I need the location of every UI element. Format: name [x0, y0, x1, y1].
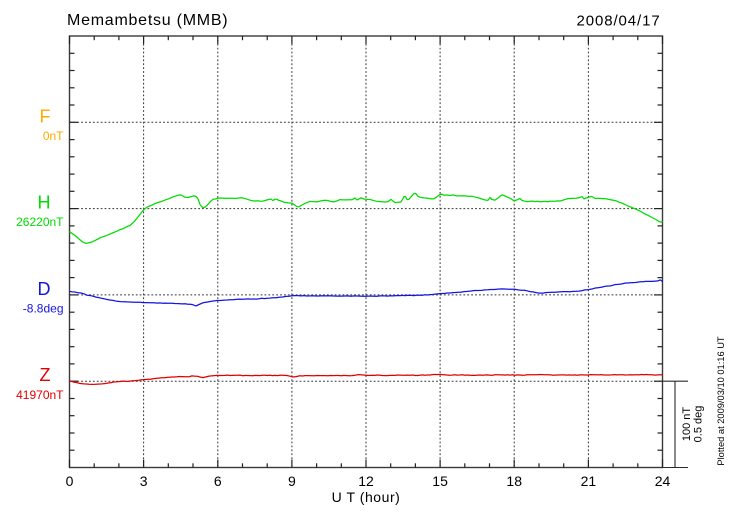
- svg-text:U T (hour): U T (hour): [332, 489, 401, 505]
- svg-text:F: F: [40, 106, 51, 126]
- svg-text:9: 9: [288, 473, 296, 489]
- svg-text:6: 6: [214, 473, 222, 489]
- svg-text:12: 12: [358, 473, 374, 489]
- svg-text:100 nT: 100 nT: [681, 407, 693, 442]
- svg-text:H: H: [38, 193, 51, 213]
- svg-text:41970nT: 41970nT: [16, 388, 64, 402]
- svg-text:Z: Z: [40, 365, 51, 385]
- svg-text:2008/04/17: 2008/04/17: [577, 13, 661, 30]
- svg-text:0nT: 0nT: [43, 129, 64, 143]
- svg-text:0.5 deg: 0.5 deg: [693, 406, 705, 443]
- svg-text:-8.8deg: -8.8deg: [23, 302, 64, 316]
- svg-text:3: 3: [140, 473, 148, 489]
- svg-text:Memambetsu (MMB): Memambetsu (MMB): [67, 12, 228, 29]
- svg-text:0: 0: [66, 473, 74, 489]
- svg-text:Plotted at 2009/03/10 01:16 UT: Plotted at 2009/03/10 01:16 UT: [716, 336, 726, 466]
- svg-text:24: 24: [655, 473, 671, 489]
- svg-text:18: 18: [506, 473, 522, 489]
- svg-text:26220nT: 26220nT: [16, 215, 64, 229]
- svg-text:21: 21: [581, 473, 597, 489]
- svg-text:D: D: [38, 279, 51, 299]
- svg-text:15: 15: [432, 473, 448, 489]
